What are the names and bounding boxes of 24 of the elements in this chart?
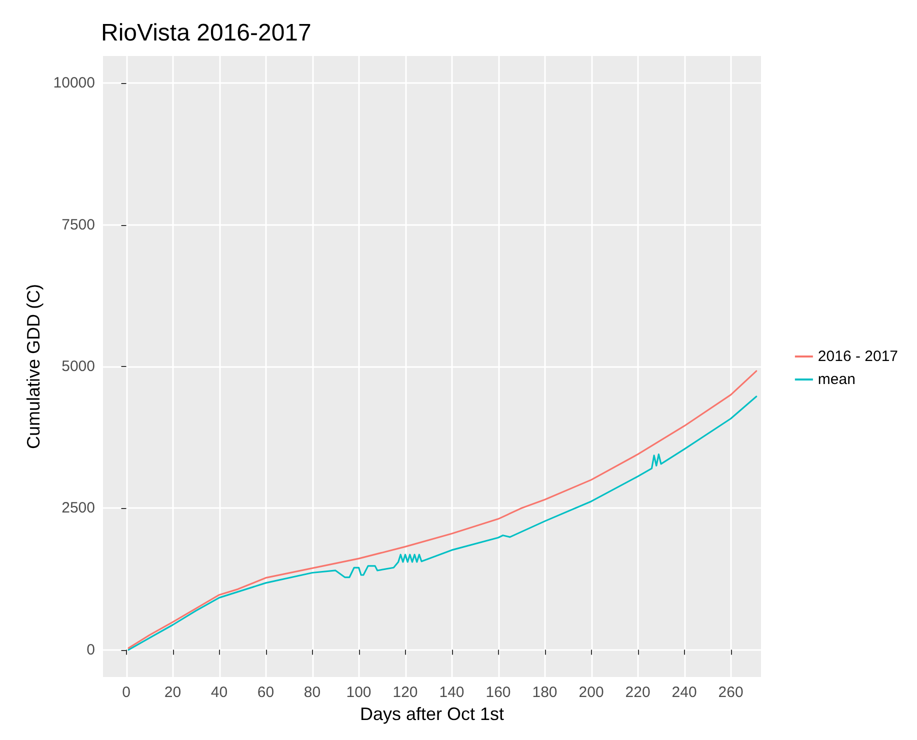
x-tick-label: 60: [257, 684, 274, 701]
x-tick-label: 120: [392, 684, 418, 701]
chart-title: RioVista 2016-2017: [101, 20, 312, 46]
x-tick-label: 80: [304, 684, 321, 701]
y-tick-label: 10000: [53, 74, 95, 92]
x-tick-label: 40: [210, 684, 228, 701]
x-tick-label: 140: [439, 684, 464, 701]
x-axis-title: Days after Oct 1st: [360, 704, 504, 724]
y-tick-label: 7500: [62, 216, 95, 234]
x-tick-label: 180: [532, 684, 558, 701]
y-tick-label: 2500: [62, 500, 95, 517]
x-tick-label: 240: [672, 684, 697, 701]
x-tick-label: 0: [122, 684, 130, 701]
x-tick-label: 160: [486, 684, 511, 701]
legend-label: mean: [818, 371, 856, 388]
x-tick-label: 100: [346, 684, 372, 701]
legend-label: 2016 - 2017: [818, 348, 898, 365]
x-tick-label: 220: [625, 684, 650, 701]
y-tick-label: 5000: [62, 358, 95, 375]
x-tick-label: 200: [578, 684, 604, 701]
y-tick-label: 0: [86, 641, 95, 658]
x-tick-label: 20: [164, 684, 182, 701]
x-tick-label: 260: [718, 684, 744, 701]
y-axis-title: Cumulative GDD (C): [23, 284, 44, 450]
